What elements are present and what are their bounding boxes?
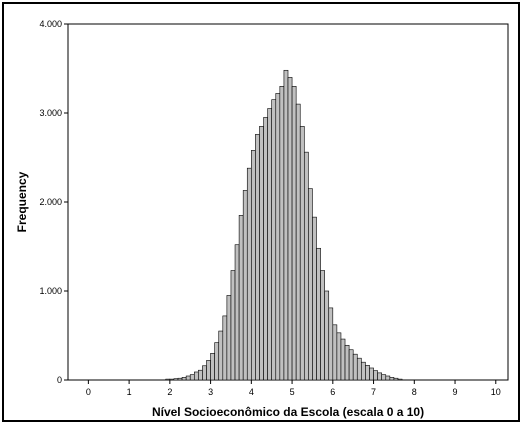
histogram-bar — [267, 108, 273, 381]
x-tick-label: 2 — [167, 387, 172, 397]
histogram-bar — [238, 215, 244, 381]
histogram-bar — [279, 86, 285, 381]
histogram-bar — [222, 315, 228, 381]
y-tick-label: 2.000 — [39, 197, 62, 207]
histogram-bar — [385, 375, 391, 381]
histogram-bar — [344, 344, 350, 381]
y-tick-label: 4.000 — [39, 19, 62, 29]
x-tick-label: 9 — [453, 387, 458, 397]
histogram-bar — [246, 167, 252, 381]
histogram-bar — [263, 117, 268, 381]
y-axis-title: Frequency — [15, 171, 29, 232]
histogram-bar — [255, 134, 260, 381]
x-tick-label: 0 — [86, 387, 91, 397]
x-tick-label: 10 — [491, 387, 501, 397]
histogram-bar — [332, 324, 338, 381]
y-axis-ticks: 0 1.000 2.000 3.000 4.000 — [39, 19, 68, 385]
histogram-bar — [259, 126, 264, 381]
histogram-bar — [198, 369, 203, 381]
histogram-bar — [291, 86, 297, 381]
histogram-bar — [165, 378, 171, 381]
histogram-bar — [287, 77, 293, 381]
histogram-bar — [275, 93, 281, 381]
histogram-bar — [389, 377, 395, 381]
histogram-bar — [361, 361, 366, 381]
histogram-bar — [328, 307, 334, 381]
histogram-bar — [210, 352, 215, 381]
x-tick-label: 3 — [208, 387, 213, 397]
histogram-bar — [242, 190, 248, 381]
histogram-bar — [365, 365, 370, 381]
histogram-bar — [320, 270, 325, 381]
histogram-bar — [308, 188, 313, 381]
x-axis-title: Nível Socioeconômico da Escola (escala 0… — [152, 405, 424, 419]
x-tick-label: 8 — [412, 387, 417, 397]
y-tick-label: 3.000 — [39, 108, 62, 118]
histogram-bar — [194, 371, 199, 381]
histogram-bar — [283, 69, 289, 381]
histogram-bar — [324, 290, 330, 381]
histogram-bar — [397, 378, 403, 381]
histogram-bar — [340, 338, 346, 381]
histogram-bar — [336, 332, 342, 381]
histogram-bar — [381, 374, 387, 381]
histogram-bar — [185, 375, 191, 381]
histogram-bar — [173, 378, 179, 381]
histogram-bar — [316, 247, 321, 381]
histogram-bar — [303, 151, 309, 381]
histogram-bar — [295, 103, 301, 381]
histogram-bar — [181, 377, 187, 381]
histogram-bar — [234, 244, 240, 381]
histogram-bar — [348, 349, 354, 381]
histogram-bar — [356, 357, 362, 381]
histogram-bar — [312, 216, 317, 381]
histogram-bar — [369, 367, 374, 381]
histogram-bar — [230, 270, 236, 381]
histogram-bar — [202, 365, 207, 381]
histogram-bar — [352, 353, 358, 381]
histogram-bar — [373, 370, 378, 381]
chart-frame: 0 1 2 3 4 5 6 7 8 9 10 0 1.000 2.000 3.000 4.000 Nível… — [2, 2, 520, 422]
x-tick-label: 1 — [127, 387, 132, 397]
histogram-bar — [251, 150, 256, 381]
histogram-bar — [271, 99, 277, 381]
histogram-bar — [218, 330, 224, 381]
y-tick-label: 1.000 — [39, 286, 62, 296]
histogram-bar — [214, 342, 220, 381]
histogram-bar — [377, 372, 383, 381]
x-axis-ticks: 0 1 2 3 4 5 6 7 8 9 10 — [86, 380, 501, 397]
histogram-bar — [393, 377, 399, 381]
bars-group — [165, 69, 403, 381]
histogram-bar — [299, 126, 305, 381]
histogram-bar — [177, 377, 183, 381]
x-tick-label: 6 — [330, 387, 335, 397]
x-tick-label: 4 — [249, 387, 254, 397]
y-tick-label: 0 — [57, 375, 62, 385]
histogram-bar — [189, 374, 195, 381]
histogram-chart: 0 1 2 3 4 5 6 7 8 9 10 0 1.000 2.000 3.000 4.000 Nível… — [15, 19, 509, 419]
x-tick-label: 7 — [371, 387, 376, 397]
histogram-bar — [226, 295, 232, 381]
x-tick-label: 5 — [290, 387, 295, 397]
histogram-bar — [169, 378, 175, 381]
histogram-bar — [206, 360, 211, 381]
